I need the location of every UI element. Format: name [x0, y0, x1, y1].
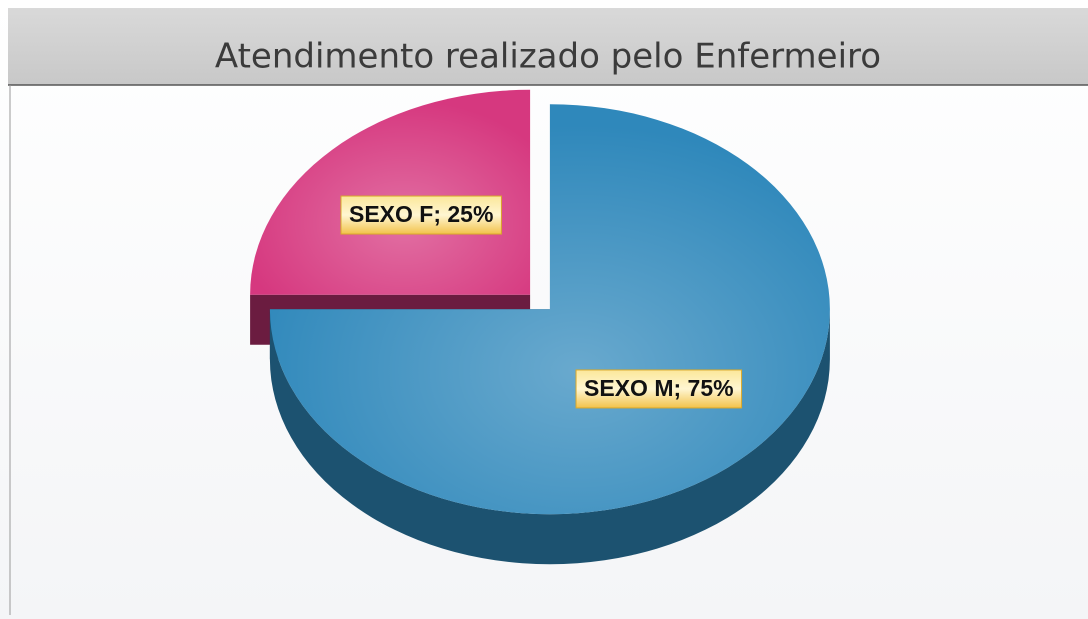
data-label: SEXO F; 25%: [349, 201, 493, 227]
slice-shine: [250, 89, 531, 295]
slice-shine: [269, 104, 830, 515]
data-label-box: [340, 195, 502, 235]
slice-side: [269, 309, 830, 565]
chart-title: Atendimento realizado pelo Enfermeiro: [215, 37, 881, 77]
data-label: SEXO M; 75%: [584, 375, 734, 401]
title-bar: [8, 8, 1088, 85]
data-label-box: [575, 369, 743, 409]
